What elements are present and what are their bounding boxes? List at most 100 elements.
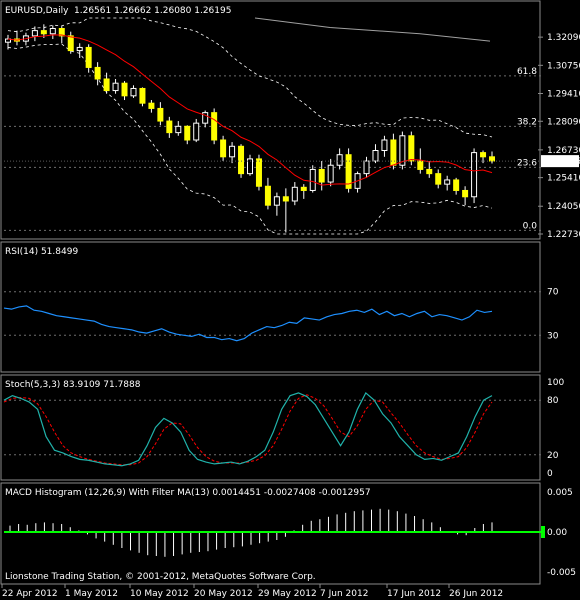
stoch-chart: 100 80 20 0 (3, 378, 564, 479)
time-tick-label: 20 May 2012 (194, 589, 253, 599)
current-price-tag (541, 155, 579, 168)
candle-bear (453, 179, 460, 191)
time-tick-label: 29 May 2012 (258, 589, 317, 599)
stoch-tick-label: 0 (547, 469, 553, 479)
candle-bear (94, 66, 101, 80)
price-tick-label: 1.29410 (547, 90, 580, 100)
stoch-d-line (3, 394, 493, 466)
candle-bear (255, 158, 262, 187)
candle-bear (220, 139, 227, 158)
candle-bear (264, 185, 271, 206)
price-title: EURUSD,Daily (5, 6, 69, 16)
stoch-panel (0, 374, 541, 481)
candle-bull (49, 28, 56, 35)
rsi-chart: 70 30 (3, 288, 559, 342)
candle-bull (229, 145, 236, 158)
macd-tick-label: 0.005 (547, 488, 573, 498)
candle-bear (426, 168, 433, 175)
candle-bull (175, 125, 182, 134)
stoch-tick-label: 100 (547, 378, 564, 388)
candle-bull (76, 46, 83, 52)
candle-bull (444, 179, 451, 185)
candle-bull (363, 160, 370, 175)
time-tick-label: 7 Jun 2012 (320, 589, 368, 599)
candle-bull (247, 158, 253, 175)
fib-level-label: 61.8 (517, 67, 537, 77)
candle-bear (462, 189, 469, 198)
stoch-tick-label: 20 (547, 451, 559, 461)
candle-bear (121, 82, 128, 97)
candle-bear (67, 35, 74, 52)
candle-bear (300, 186, 307, 191)
long-ma-line (254, 17, 491, 42)
candle-bear (480, 152, 487, 158)
time-tick-label: 26 Jun 2012 (449, 589, 503, 599)
current-price-label: 1.26195 (544, 157, 580, 167)
candle-bull (372, 150, 379, 162)
price-tick-label: 1.28090 (547, 117, 580, 127)
price-tick-label: 1.30750 (547, 61, 580, 71)
rsi-title: RSI(14) 51.8499 (5, 247, 78, 257)
candle-bull (471, 152, 478, 198)
price-tick-label: 1.24050 (547, 202, 580, 212)
price-tick-label: 1.22730 (547, 230, 580, 240)
candle-bear (435, 173, 442, 185)
candle-bull (31, 30, 38, 37)
candle-bear (166, 120, 173, 134)
candle-bear (139, 87, 146, 104)
candle-bear (40, 30, 47, 35)
candle-bear (184, 125, 191, 141)
candle-bull (336, 154, 343, 166)
candle-bear (148, 102, 155, 109)
price-chart: 1.32090 1.30750 1.29410 1.28090 1.26730 1.254… (4, 17, 580, 240)
candle-bear (211, 112, 218, 141)
macd-tick-label: 0.00 (547, 528, 567, 538)
fib-level-label: 0.0 (523, 221, 538, 231)
candle-bear (103, 78, 110, 92)
candle-bear (318, 168, 325, 183)
rsi-tick-label: 70 (547, 288, 559, 298)
candle-bear (157, 107, 164, 122)
candle-bull (399, 135, 406, 166)
time-tick-label: 10 May 2012 (130, 589, 189, 599)
rsi-line (3, 305, 493, 342)
fib-level-label: 38.2 (517, 117, 537, 127)
candle-bull (291, 186, 298, 202)
macd-current-tag (541, 526, 545, 538)
fib-level-label: 23.6 (517, 158, 537, 168)
price-tick-label: 1.26730 (547, 146, 580, 156)
lower-band-line (7, 43, 493, 235)
time-axis: 22 Apr 2012 1 May 2012 10 May 2012 20 May 2… (1, 584, 503, 599)
rsi-panel (0, 241, 541, 373)
time-tick-label: 17 Jun 2012 (387, 589, 441, 599)
time-tick-label: 22 Apr 2012 (2, 589, 58, 599)
moving-average-line (7, 34, 493, 186)
candle-bear (282, 196, 289, 202)
macd-title: MACD Histogram (12,26,9) With Filter MA(… (5, 488, 371, 498)
candle-bull (309, 168, 316, 191)
price-ohlc: 1.26561 1.26662 1.26080 1.26195 (74, 6, 231, 16)
candle-bear (489, 156, 495, 162)
price-tick-label: 1.32090 (547, 33, 580, 43)
candle-bull (381, 139, 388, 152)
candle-bull (202, 112, 209, 124)
candle-bear (417, 160, 424, 170)
macd-tick-label: -0.005 (547, 568, 576, 578)
candle-bull (112, 82, 119, 92)
stoch-tick-label: 80 (547, 396, 559, 406)
candle-bull (273, 196, 280, 206)
stoch-k-line (3, 391, 493, 467)
rsi-tick-label: 30 (547, 331, 559, 341)
candle-bull (327, 164, 334, 183)
candle-bear (58, 28, 65, 37)
stoch-title: Stoch(5,3,3) 83.9109 71.7888 (5, 380, 141, 390)
candle-bear (408, 135, 415, 162)
macd-chart: 0.005 0.00 -0.005 (4, 488, 576, 578)
time-tick-label: 1 May 2012 (65, 589, 118, 599)
candle-bear (85, 46, 92, 68)
price-tick-label: 1.25410 (547, 174, 580, 184)
candle-bear (345, 154, 352, 189)
price-panel (0, 0, 541, 240)
candle-bull (130, 87, 137, 97)
